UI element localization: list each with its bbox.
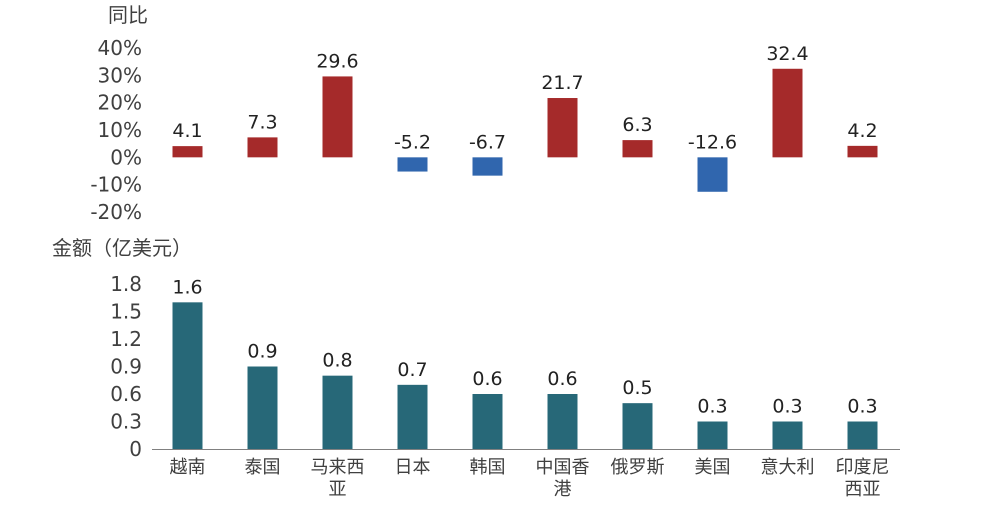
bottom-bar — [547, 394, 578, 449]
top-y-tick-label: 30% — [98, 63, 142, 87]
top-y-tick-label: -20% — [90, 200, 142, 224]
x-category-label: 泰国 — [245, 457, 281, 478]
bottom-y-tick-label: 1.5 — [110, 300, 142, 324]
top-bar — [322, 76, 353, 158]
bottom-y-tick-label: 0.9 — [110, 355, 142, 379]
top-bar-value-label: 29.6 — [316, 50, 358, 72]
top-y-tick-label: 40% — [98, 36, 142, 60]
bottom-bar-value-label: 0.7 — [397, 359, 427, 381]
bottom-bar — [847, 421, 878, 449]
x-category-label: 日本 — [395, 457, 431, 478]
bottom-bar — [622, 403, 653, 449]
top-y-tick-label: -10% — [90, 173, 142, 197]
top-bar — [697, 157, 728, 192]
top-bar — [622, 140, 653, 158]
bottom-bar-value-label: 0.6 — [472, 368, 502, 390]
top-bar — [172, 146, 203, 158]
x-category-label: 中国香港 — [536, 457, 590, 500]
top-y-tick-label: 20% — [98, 91, 142, 115]
bottom-bar-value-label: 0.6 — [547, 368, 577, 390]
bottom-y-tick-label: 0.6 — [110, 382, 142, 406]
x-category-label: 马来西亚 — [311, 457, 365, 500]
x-category-label: 印度尼西亚 — [836, 457, 890, 500]
bottom-bar-value-label: 0.8 — [322, 350, 352, 372]
bottom-bar-value-label: 0.3 — [847, 396, 877, 418]
top-bar-value-label: 4.2 — [847, 120, 877, 142]
top-bar — [772, 68, 803, 158]
top-y-tick-label: 10% — [98, 118, 142, 142]
top-bar-value-label: -6.7 — [469, 131, 506, 153]
x-category-label: 意大利 — [761, 457, 815, 478]
bottom-bar-value-label: 0.5 — [622, 377, 652, 399]
bottom-y-tick-label: 1.8 — [110, 272, 142, 296]
top-bar-value-label: 21.7 — [541, 72, 583, 94]
bottom-bar-value-label: 0.9 — [247, 341, 277, 363]
top-bar-value-label: -12.6 — [688, 131, 737, 153]
bottom-bar — [322, 375, 353, 449]
bottom-bar — [697, 421, 728, 449]
top-bar — [847, 145, 878, 158]
bottom-bar-value-label: 0.3 — [697, 396, 727, 418]
bottom-y-tick-label: 0 — [129, 437, 142, 461]
top-bar — [547, 98, 578, 158]
top-bar-value-label: -5.2 — [394, 131, 431, 153]
top-bar — [397, 157, 428, 172]
bottom-bar — [397, 384, 428, 449]
x-category-label: 韩国 — [470, 457, 506, 478]
bottom-y-tick-label: 0.3 — [110, 410, 142, 434]
bottom-bar-value-label: 1.6 — [172, 276, 202, 298]
top-y-tick-label: 0% — [110, 145, 142, 169]
top-bar — [247, 137, 278, 158]
bottom-bar — [472, 394, 503, 449]
bottom-bar-value-label: 0.3 — [772, 396, 802, 418]
top-bar-value-label: 6.3 — [622, 114, 652, 136]
bottom-bar — [172, 302, 203, 449]
top-bar — [472, 157, 503, 176]
bottom-y-axis-title: 金额（亿美元） — [52, 236, 192, 260]
top-y-axis-title: 同比 — [108, 3, 148, 27]
top-bar-value-label: 7.3 — [247, 111, 277, 133]
x-category-label: 俄罗斯 — [611, 457, 665, 478]
bottom-y-tick-label: 1.2 — [110, 327, 142, 351]
bottom-bar — [772, 421, 803, 449]
x-category-label: 越南 — [170, 457, 206, 478]
top-bar-value-label: 4.1 — [172, 120, 202, 142]
top-bar-value-label: 32.4 — [766, 43, 808, 65]
bottom-bar — [247, 366, 278, 449]
x-category-label: 美国 — [695, 457, 731, 478]
